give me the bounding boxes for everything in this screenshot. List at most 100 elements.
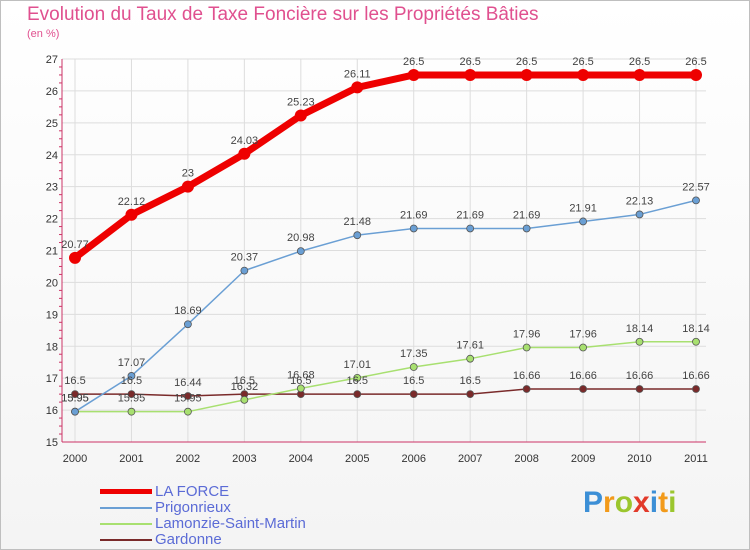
data-point-prigonrieux (240, 266, 249, 275)
data-point-gardonne (71, 390, 79, 399)
data-point-lamonzie (240, 395, 249, 404)
series-line-la-force (72, 71, 696, 261)
y-tick-label: 20 (46, 277, 58, 289)
data-label-lamonzie: 15.95 (118, 393, 146, 405)
data-label-lamonzie: 16.68 (287, 369, 315, 381)
data-point-gardonne (409, 390, 418, 399)
data-label-lamonzie: 18.14 (626, 323, 654, 335)
data-point-lamonzie (409, 363, 418, 371)
data-label-lamonzie: 17.96 (513, 329, 541, 341)
y-tick-label: 21 (46, 246, 58, 258)
x-tick-label: 2011 (684, 453, 708, 465)
data-label-prigonrieux: 21.69 (513, 209, 541, 221)
data-point-prigonrieux (635, 210, 644, 219)
data-point-prigonrieux (296, 247, 305, 256)
y-tick-label: 19 (46, 309, 58, 321)
data-label-gardonne: 16.66 (513, 370, 541, 382)
data-point-la-force (294, 109, 307, 122)
data-point-prigonrieux (692, 196, 700, 205)
data-point-gardonne (579, 385, 587, 393)
legend-swatch-lamonzie (100, 523, 152, 525)
data-label-lamonzie: 15.95 (174, 393, 202, 405)
data-point-gardonne (184, 392, 192, 400)
data-label-gardonne: 16.66 (682, 370, 710, 382)
series-layer (69, 68, 702, 416)
x-tick-label: 2000 (63, 453, 87, 465)
proxiti-logo: Proxiti (583, 486, 676, 520)
data-label-prigonrieux: 21.91 (569, 202, 597, 214)
x-tick-label: 2003 (232, 453, 256, 465)
data-point-prigonrieux (127, 372, 136, 380)
legend-swatch-prigonrieux (100, 507, 152, 509)
legend-label-la-force: LA FORCE (155, 483, 230, 500)
legend-label-gardonne: Gardonne (155, 531, 222, 548)
data-label-gardonne: 16.66 (569, 370, 597, 382)
data-label-la-force: 26.11 (344, 68, 371, 80)
data-point-lamonzie (184, 407, 192, 416)
data-point-lamonzie (353, 373, 362, 382)
data-point-lamonzie (296, 384, 305, 393)
x-tick-label: 2004 (289, 453, 313, 465)
data-point-la-force (577, 68, 590, 81)
data-label-la-force: 22.12 (118, 196, 146, 208)
logo-letter: P (583, 486, 604, 519)
data-point-gardonne (522, 385, 531, 393)
x-tick-label: 2009 (571, 453, 595, 465)
data-point-la-force (633, 68, 646, 81)
data-label-lamonzie: 17.96 (569, 329, 597, 341)
y-tick-label: 24 (46, 150, 58, 162)
x-tick-label: 2002 (176, 453, 200, 465)
x-tick-label: 2007 (458, 453, 482, 465)
grid (62, 58, 706, 443)
data-point-la-force (690, 68, 702, 81)
axes: 15 16 17 18 19 20 21 22 23 24 25 26 27 2000 2001 2002 20… (46, 54, 708, 465)
data-label-lamonzie: 18.14 (682, 323, 710, 335)
data-label-prigonrieux: 20.37 (231, 252, 259, 264)
data-point-la-force (238, 147, 251, 160)
logo-letter: x (633, 486, 650, 519)
data-labels: 20.77 22.12 23 24.03 25.23 26.11 26.5 26.5 26.5 2… (61, 56, 710, 405)
data-label-lamonzie: 17.35 (400, 348, 428, 360)
chart-title: Evolution du Taux de Taxe Foncière sur l… (27, 4, 539, 25)
data-label-prigonrieux: 17.07 (118, 357, 146, 369)
data-point-gardonne (127, 390, 136, 399)
y-tick-label: 22 (46, 214, 58, 226)
logo-letter: r (603, 486, 615, 519)
data-point-prigonrieux (184, 320, 192, 329)
logo-letter: i (668, 486, 677, 519)
data-label-gardonne: 16.5 (459, 375, 480, 387)
data-point-lamonzie (635, 337, 644, 346)
data-label-prigonrieux: 18.69 (174, 305, 202, 317)
data-label-la-force: 24.03 (231, 135, 259, 147)
logo-letter: i (649, 486, 659, 519)
y-tick-label: 27 (46, 54, 58, 66)
data-label-prigonrieux: 21.69 (456, 209, 484, 221)
legend-swatch-gardonne (100, 539, 152, 541)
data-label-prigonrieux: 15.95 (61, 393, 89, 405)
data-point-prigonrieux (466, 224, 475, 233)
data-point-la-force (407, 68, 420, 81)
y-tick-label: 16 (46, 405, 58, 417)
data-label-la-force: 20.77 (61, 239, 89, 251)
series-line-gardonne (75, 388, 696, 397)
data-point-lamonzie (692, 337, 700, 346)
data-point-la-force (69, 251, 81, 264)
data-point-prigonrieux (353, 231, 362, 240)
data-label-prigonrieux: 21.48 (344, 216, 372, 228)
data-point-lamonzie (466, 354, 475, 363)
x-tick-label: 2005 (345, 453, 369, 465)
data-label-gardonne: 16.5 (403, 375, 424, 387)
x-tick-label: 2010 (627, 453, 651, 465)
x-tick-label: 2008 (514, 453, 538, 465)
data-label-la-force: 26.5 (685, 56, 706, 68)
data-label-la-force: 26.5 (403, 56, 424, 68)
data-point-gardonne (692, 385, 700, 393)
data-label-prigonrieux: 21.69 (400, 209, 428, 221)
data-point-lamonzie (522, 343, 531, 352)
data-label-la-force: 26.5 (572, 56, 593, 68)
data-point-lamonzie (579, 343, 587, 352)
data-label-la-force: 25.23 (287, 96, 315, 108)
y-tick-label: 15 (46, 437, 58, 449)
